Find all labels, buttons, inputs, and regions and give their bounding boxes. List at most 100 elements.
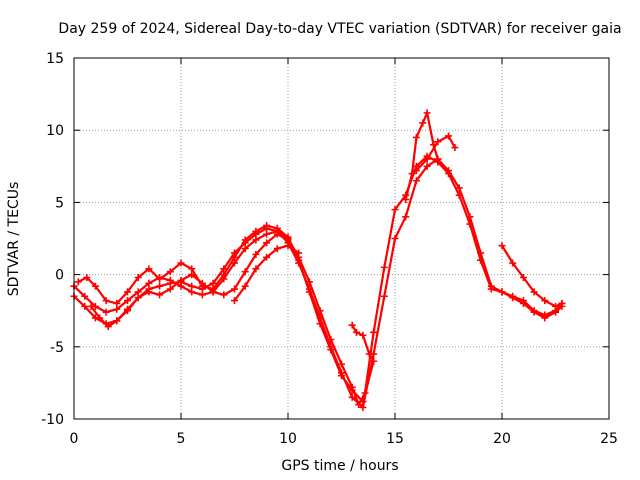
x-tick-label: 5 [177, 431, 186, 447]
data-point [252, 227, 260, 235]
data-point [423, 155, 431, 163]
data-point [370, 328, 378, 336]
x-tick-label: 15 [386, 431, 404, 447]
chart-title: Day 259 of 2024, Sidereal Day-to-day VTE… [58, 21, 621, 37]
data-point [156, 282, 164, 290]
data-point [273, 230, 281, 238]
series-track-9 [498, 242, 566, 310]
data-point [252, 250, 260, 258]
data-point [530, 308, 538, 316]
data-point [124, 288, 131, 296]
data-point [188, 282, 196, 290]
data-point [466, 213, 474, 221]
data-point [273, 245, 281, 253]
data-point [124, 305, 131, 313]
x-tick-label: 20 [493, 431, 511, 447]
y-tick-label: -10 [41, 412, 64, 428]
data-point [145, 265, 153, 273]
y-tick-label: 10 [46, 123, 64, 139]
data-point [359, 331, 367, 339]
data-point [412, 133, 420, 141]
data-point [220, 271, 228, 279]
data-point [295, 249, 303, 257]
data-point [81, 292, 89, 300]
data-point [209, 288, 217, 296]
data-point [391, 235, 399, 242]
data-point [104, 323, 112, 331]
data-point [198, 279, 206, 287]
data-point [83, 273, 91, 281]
data-point [370, 357, 378, 365]
data-point [402, 213, 410, 221]
data-point [408, 170, 416, 178]
data-point [263, 222, 271, 230]
data-point [552, 302, 559, 310]
y-tick-label: 5 [55, 195, 64, 211]
data-point [316, 320, 324, 328]
data-point [541, 297, 549, 305]
data-point [380, 263, 388, 271]
data-point [434, 155, 442, 163]
data-point [188, 271, 196, 279]
data-point [365, 350, 373, 358]
data-point [295, 256, 303, 264]
data-point [380, 292, 388, 300]
data-point [519, 299, 527, 307]
data-point [487, 282, 495, 290]
x-tick-label: 10 [279, 431, 297, 447]
data-point [156, 275, 164, 283]
data-point [96, 314, 104, 322]
data-point [156, 291, 164, 299]
series-track-4 [87, 230, 292, 331]
data-point [412, 167, 420, 175]
data-point [241, 236, 249, 244]
data-point [348, 386, 356, 394]
data-point [445, 132, 452, 140]
y-tick-label: 15 [46, 51, 64, 67]
axis-ticks [73, 57, 610, 420]
data-series [70, 109, 566, 411]
data-point [134, 273, 142, 281]
data-point [113, 317, 121, 325]
data-point [231, 253, 238, 261]
data-point [231, 285, 238, 293]
data-point [519, 273, 527, 281]
data-point [305, 288, 313, 296]
y-tick-label: 0 [55, 268, 64, 284]
data-point [252, 265, 260, 273]
data-point [102, 308, 110, 316]
series-track-5 [231, 242, 303, 305]
data-point [124, 297, 131, 305]
data-point [327, 346, 335, 354]
data-point [241, 282, 249, 290]
data-point [530, 288, 538, 296]
data-point [402, 196, 410, 204]
data-point [391, 206, 399, 214]
data-point [419, 119, 427, 127]
data-point [509, 259, 517, 267]
data-point [102, 297, 110, 305]
data-point [541, 314, 549, 322]
data-point [348, 321, 356, 329]
data-point [166, 285, 174, 293]
data-point [423, 162, 431, 170]
data-point [558, 299, 566, 307]
data-point [509, 294, 517, 302]
data-point [498, 288, 506, 296]
data-point [455, 184, 463, 192]
x-axis-label: GPS time / hours [281, 458, 398, 474]
data-point [91, 282, 99, 290]
x-tick-label: 25 [600, 431, 618, 447]
series-track-8 [348, 321, 378, 365]
data-point [220, 291, 228, 299]
y-tick-label: -5 [50, 340, 64, 356]
data-point [231, 297, 238, 305]
data-point [498, 242, 506, 250]
data-point [359, 398, 367, 406]
series-track-6 [402, 109, 442, 204]
data-point [166, 268, 174, 276]
data-point [338, 372, 345, 380]
data-point [412, 177, 420, 185]
